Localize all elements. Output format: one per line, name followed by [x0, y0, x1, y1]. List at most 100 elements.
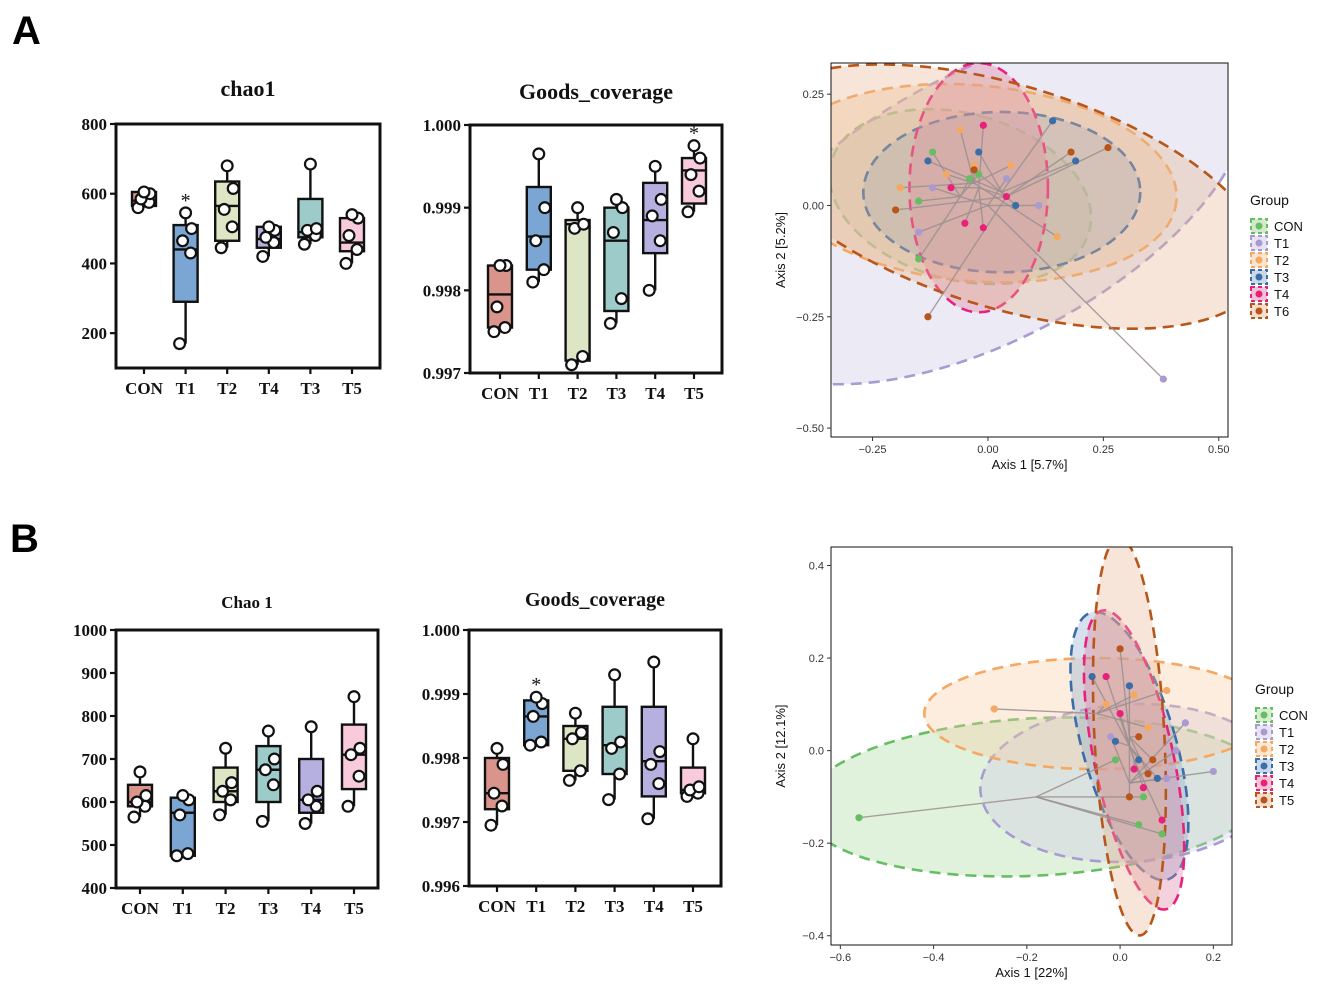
point-CON	[1111, 756, 1120, 764]
x-tick-label: 0.50	[1208, 444, 1229, 456]
legend-label-T4: T4	[1274, 287, 1289, 302]
y-axis-label: Axis 2 [5.2%]	[773, 212, 788, 288]
legend-dot-T5	[1260, 796, 1268, 804]
data-point	[139, 789, 153, 803]
x-tick-label: T1	[176, 379, 196, 398]
y-tick-label: 0.998	[422, 749, 460, 768]
y-tick-label: 700	[82, 750, 108, 769]
data-point	[529, 690, 543, 704]
data-point	[352, 769, 366, 783]
y-tick-label: 200	[82, 324, 108, 343]
data-point	[568, 706, 582, 720]
data-point	[686, 732, 700, 746]
point-T4	[961, 219, 969, 227]
data-point	[681, 205, 695, 219]
spider-line	[1128, 745, 1158, 779]
x-tick-label: T3	[300, 379, 320, 398]
legend-label-T6: T6	[1274, 304, 1289, 319]
y-tick-label: −0.50	[796, 423, 824, 435]
data-point	[225, 776, 239, 790]
data-point	[613, 767, 627, 781]
data-point	[266, 778, 280, 792]
spider-line	[978, 187, 1007, 198]
x-tick-label: 0.25	[1093, 444, 1114, 456]
data-point	[687, 139, 701, 153]
legend-dot-T3	[1260, 762, 1268, 770]
spider-line	[1001, 120, 1054, 193]
plot-frame	[467, 628, 723, 888]
point-T4	[979, 224, 987, 232]
spider-line	[1096, 689, 1167, 715]
data-point	[341, 799, 355, 813]
data-point	[648, 159, 662, 173]
point-T3	[1153, 774, 1161, 782]
data-point	[310, 784, 324, 798]
y-tick-label: 1.000	[423, 116, 461, 135]
y-tick-label: 0.2	[809, 653, 824, 665]
data-point	[654, 192, 668, 206]
y-tick-label: 0.998	[423, 281, 461, 300]
panel-letter-b: B	[10, 517, 39, 561]
x-axis-label: Axis 1 [5.7%]	[992, 457, 1068, 472]
spider-line	[987, 204, 1164, 380]
data-point	[526, 275, 540, 289]
y-tick-label: 400	[82, 879, 108, 898]
significance-star: *	[531, 674, 541, 696]
y-tick-label: 800	[82, 707, 108, 726]
data-point	[574, 725, 588, 739]
x-tick-label: T3	[605, 897, 625, 916]
spider-line	[1001, 160, 1076, 193]
data-point	[214, 241, 228, 255]
y-tick-label: −0.25	[796, 312, 824, 324]
data-point	[487, 786, 501, 800]
legend-title: Group	[1250, 192, 1289, 208]
data-point	[484, 818, 498, 832]
data-point	[216, 784, 230, 798]
data-point	[303, 157, 317, 171]
y-tick-label: 0.997	[423, 364, 462, 383]
data-point	[652, 777, 666, 791]
data-point	[258, 763, 272, 777]
x-tick-label: T5	[344, 899, 364, 918]
data-point	[339, 256, 353, 270]
data-point	[137, 185, 151, 199]
data-point	[342, 229, 356, 243]
spider-line	[918, 204, 989, 233]
x-tick-label: T5	[683, 897, 703, 916]
data-point	[496, 757, 510, 771]
point-T3	[1088, 672, 1096, 681]
spider-line	[858, 796, 1037, 819]
data-point	[224, 793, 238, 807]
data-point	[173, 808, 187, 822]
spider-line	[918, 195, 961, 202]
x-tick-label: T2	[565, 897, 585, 916]
data-point	[490, 300, 504, 314]
legend-label-T2: T2	[1274, 253, 1289, 268]
data-point	[526, 709, 540, 723]
point-CON	[915, 197, 923, 205]
data-point	[170, 849, 184, 863]
y-axis-label: Axis 2 [12.1%]	[773, 704, 788, 787]
y-tick-label: 0.999	[422, 685, 460, 704]
x-tick-label: −0.25	[859, 444, 887, 456]
x-tick-label: T2	[216, 899, 236, 918]
data-point	[262, 220, 276, 234]
point-T1	[1163, 774, 1171, 782]
data-point	[487, 325, 501, 339]
spider-line	[1128, 736, 1154, 761]
spider-line	[1035, 759, 1116, 798]
x-tick-label: CON	[125, 379, 164, 398]
legend-label-CON: CON	[1279, 708, 1308, 723]
point-T3	[1135, 756, 1143, 764]
goods-coverage-boxplot-b: Goods_coverage 0.996 0.997 0.998 0.999 1.000 C…	[422, 589, 723, 916]
point-T1	[1181, 719, 1189, 727]
point-T5	[1125, 793, 1134, 801]
data-point	[353, 741, 367, 755]
chart-title: Goods_coverage	[525, 589, 665, 611]
spider-line	[1133, 759, 1163, 821]
data-point	[641, 812, 655, 826]
plot-frame	[830, 62, 1229, 438]
spider-line	[1006, 146, 1109, 198]
point-T1	[928, 184, 937, 192]
data-point	[562, 773, 576, 787]
